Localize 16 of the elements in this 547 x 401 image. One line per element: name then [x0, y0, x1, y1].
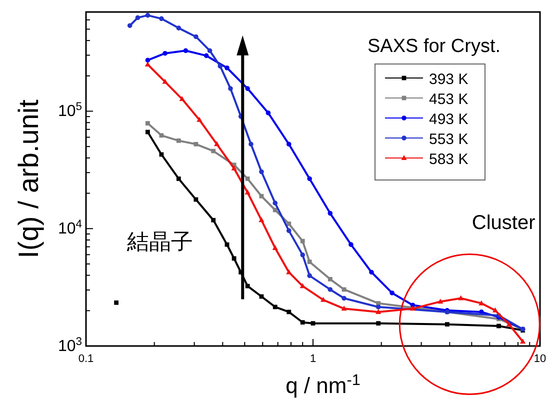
annotation: Cluster	[472, 212, 536, 234]
y-axis-title: I(q) / arb.unit	[13, 99, 44, 258]
y-tick-label: 10$^{5}$	[58, 101, 82, 120]
annotation: 結晶子	[126, 229, 193, 254]
x-tick-label: 0.1	[78, 353, 94, 365]
legend-label: 493 K	[429, 111, 468, 128]
x-axis-title: q / nm$^{-1}$	[286, 372, 360, 398]
legend-label: 553 K	[429, 131, 468, 148]
legend-label: 453 K	[429, 91, 468, 108]
x-tick-label: 1	[310, 353, 316, 365]
y-tick-label: 10$^{3}$	[58, 336, 82, 355]
annotation: SAXS for Cryst.	[367, 36, 501, 58]
y-tick-label: 10$^{4}$	[58, 218, 82, 238]
legend-label: 393 K	[429, 71, 468, 88]
x-tick-label: 10	[534, 353, 546, 365]
legend-label: 583 K	[429, 151, 468, 168]
